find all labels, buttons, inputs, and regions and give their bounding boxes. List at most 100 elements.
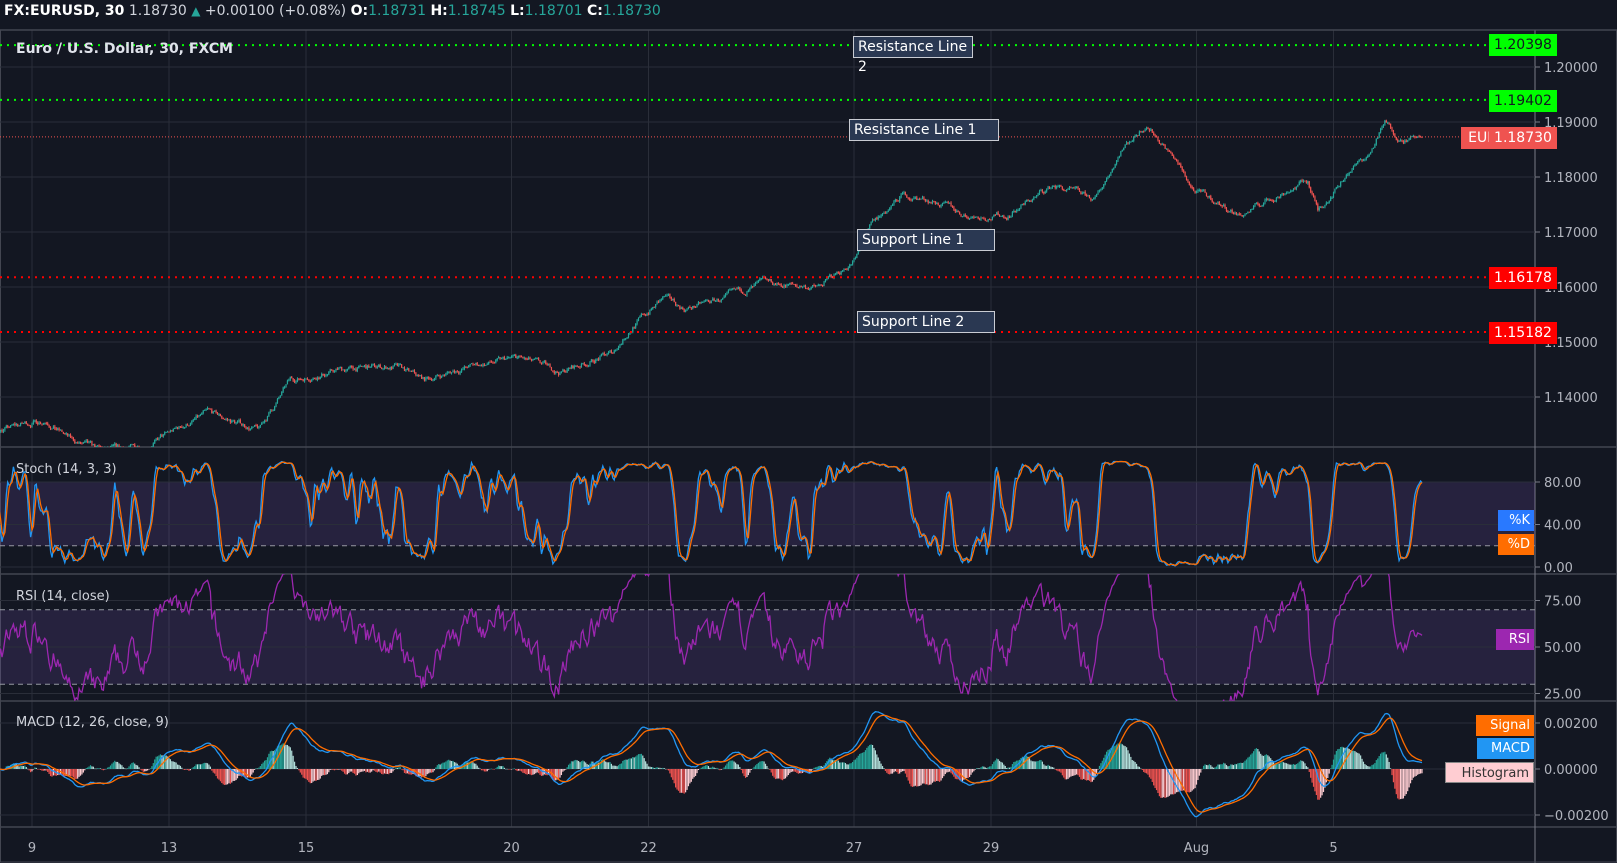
candle-body bbox=[302, 379, 304, 382]
histogram-bar bbox=[717, 768, 720, 770]
candle-body bbox=[1195, 191, 1198, 194]
candle-body bbox=[1167, 148, 1169, 151]
histogram-bar bbox=[966, 769, 968, 779]
candle-body bbox=[62, 431, 64, 434]
histogram-bar bbox=[632, 757, 634, 769]
candle-body bbox=[656, 301, 658, 305]
candle-body bbox=[1300, 180, 1302, 183]
histogram-bar bbox=[1221, 764, 1223, 769]
candle-body bbox=[169, 430, 172, 432]
candle-body bbox=[660, 299, 662, 301]
histogram-bar bbox=[1114, 745, 1116, 769]
time-axis-label[interactable]: 13 bbox=[161, 841, 178, 856]
support-line-1-label[interactable]: Support Line 1 bbox=[857, 229, 995, 251]
candle-body bbox=[1398, 140, 1400, 142]
candle-body bbox=[1362, 160, 1365, 162]
time-axis-label[interactable]: 9 bbox=[28, 841, 36, 856]
histogram-bar bbox=[913, 769, 915, 787]
rsi-title[interactable]: RSI (14, close) bbox=[16, 589, 110, 604]
histogram-bar bbox=[1254, 748, 1256, 769]
histogram-bar bbox=[880, 763, 882, 769]
histogram-bar bbox=[640, 753, 642, 769]
candle-body bbox=[682, 307, 684, 310]
resistance-line-1-label[interactable]: Resistance Line 1 bbox=[849, 119, 999, 141]
candle-body bbox=[9, 425, 12, 428]
support-line-2-label[interactable]: Support Line 2 bbox=[857, 311, 995, 333]
time-axis-label[interactable]: 27 bbox=[846, 841, 863, 856]
candle-body bbox=[1340, 181, 1342, 187]
candle-body bbox=[353, 368, 356, 370]
candle-body bbox=[1324, 205, 1326, 207]
histogram-bar bbox=[436, 765, 438, 769]
stoch-title[interactable]: Stoch (14, 3, 3) bbox=[16, 462, 117, 477]
histogram-bar bbox=[19, 765, 22, 769]
candle-body bbox=[720, 299, 722, 302]
candle-body bbox=[823, 282, 825, 287]
histogram-bar bbox=[1163, 769, 1165, 798]
histogram-bar bbox=[1096, 769, 1098, 774]
candle-body bbox=[316, 377, 319, 380]
candle-body bbox=[850, 264, 852, 266]
candle-body bbox=[1278, 197, 1280, 199]
stoch-d-tag: %D bbox=[1498, 534, 1534, 555]
candle-body bbox=[1257, 203, 1259, 205]
resistance-line-2-label[interactable]: Resistance Line 2 bbox=[853, 36, 973, 75]
histogram-bar bbox=[1357, 752, 1359, 769]
histogram-bar bbox=[516, 769, 518, 772]
candle-body bbox=[1151, 129, 1153, 133]
histogram-bar bbox=[565, 769, 567, 770]
histogram-bar bbox=[1360, 755, 1362, 769]
histogram-bar bbox=[704, 765, 707, 769]
candle-body bbox=[820, 284, 822, 286]
time-axis-label[interactable]: 22 bbox=[640, 841, 657, 856]
candle-body bbox=[428, 377, 430, 379]
candles bbox=[0, 119, 1423, 447]
histogram-bar bbox=[192, 767, 194, 769]
histogram-bar bbox=[719, 769, 721, 771]
histogram-bar bbox=[669, 769, 671, 774]
candle-body bbox=[841, 270, 844, 272]
histogram-bar bbox=[753, 766, 755, 769]
candle-body bbox=[973, 216, 975, 218]
candle-body bbox=[523, 357, 525, 359]
candle-body bbox=[780, 284, 782, 287]
histogram-bar bbox=[1228, 765, 1230, 769]
time-axis-label[interactable]: 15 bbox=[298, 841, 315, 856]
histogram-bar bbox=[303, 769, 306, 779]
candle-body bbox=[463, 366, 466, 369]
symbol-name[interactable]: FX:EURUSD, 30 bbox=[4, 3, 125, 19]
candle-body bbox=[303, 378, 306, 382]
time-axis-label[interactable]: 20 bbox=[503, 841, 520, 856]
histogram-bar bbox=[99, 768, 102, 769]
histogram-bar bbox=[930, 769, 932, 785]
candle-body bbox=[893, 201, 895, 205]
candle-body bbox=[425, 377, 427, 381]
candle-body bbox=[1207, 196, 1209, 198]
candle-body bbox=[1327, 202, 1329, 204]
candle-body bbox=[1302, 180, 1305, 182]
histogram-bar bbox=[272, 751, 274, 769]
histogram-bar bbox=[1295, 764, 1297, 769]
histogram-bar bbox=[1278, 763, 1280, 769]
candle-body bbox=[1311, 191, 1313, 195]
candle-body bbox=[742, 291, 744, 294]
candle-body bbox=[382, 368, 384, 370]
histogram-bar bbox=[231, 769, 233, 783]
candle-body bbox=[1118, 155, 1121, 157]
histogram-bar bbox=[528, 769, 530, 774]
histogram-bar bbox=[375, 769, 377, 772]
candle-body bbox=[680, 307, 682, 309]
time-axis-label[interactable]: 29 bbox=[983, 841, 1000, 856]
candle-body bbox=[1121, 150, 1123, 152]
time-axis-label[interactable]: Aug bbox=[1184, 841, 1209, 856]
candle-body bbox=[453, 370, 456, 373]
candle-body bbox=[1401, 139, 1403, 142]
histogram-bar bbox=[104, 769, 106, 770]
histogram-bar bbox=[82, 769, 84, 773]
histogram-bar bbox=[1198, 769, 1200, 776]
time-axis-label[interactable]: 5 bbox=[1329, 841, 1337, 856]
histogram-bar bbox=[305, 769, 307, 779]
macd-title[interactable]: MACD (12, 26, close, 9) bbox=[16, 715, 169, 730]
histogram-bar bbox=[522, 769, 524, 773]
